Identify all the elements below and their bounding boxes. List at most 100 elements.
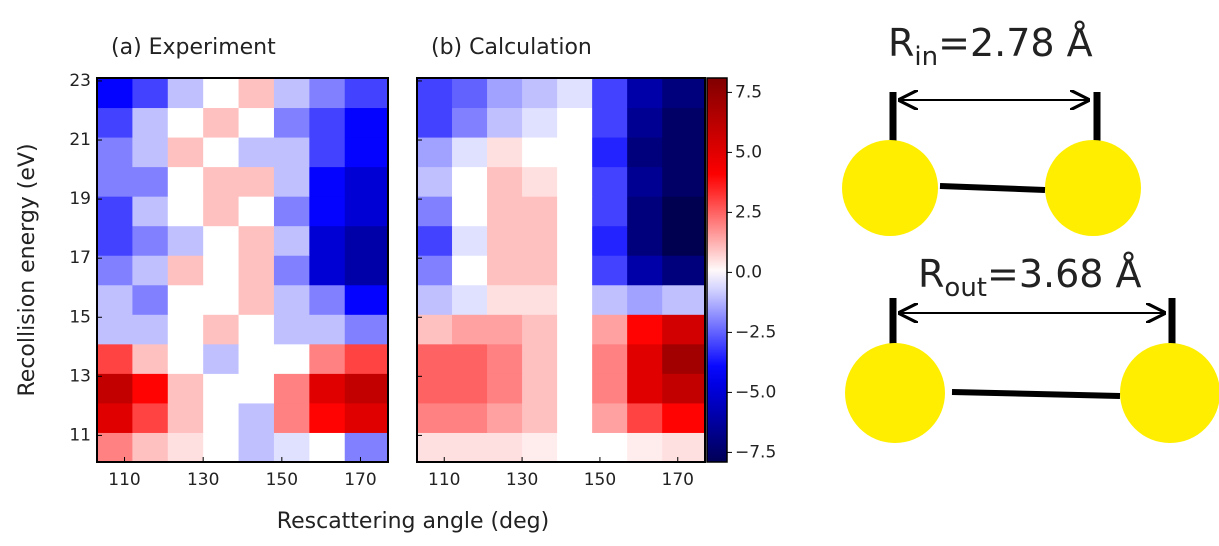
x-tick-label: 170 bbox=[662, 470, 694, 490]
heat-cell bbox=[309, 225, 346, 256]
heat-cell bbox=[487, 255, 523, 286]
heat-cell bbox=[132, 284, 169, 315]
heat-cell bbox=[452, 402, 488, 433]
heat-cell bbox=[452, 166, 488, 197]
heat-cell bbox=[662, 343, 706, 374]
heat-cell bbox=[203, 107, 240, 138]
heat-cell bbox=[344, 255, 389, 286]
heat-cell bbox=[132, 225, 169, 256]
heat-cell bbox=[309, 78, 346, 109]
heat-cell bbox=[344, 373, 389, 404]
heat-cell bbox=[203, 225, 240, 256]
heat-cell bbox=[662, 196, 706, 227]
heat-cell bbox=[344, 225, 389, 256]
atom bbox=[845, 343, 945, 443]
heat-cell bbox=[522, 314, 558, 345]
heat-cell bbox=[238, 402, 275, 433]
heat-cell bbox=[309, 373, 346, 404]
heat-cell bbox=[592, 373, 628, 404]
heat-cell bbox=[273, 373, 310, 404]
colorbar-tick-label: 5.0 bbox=[735, 142, 762, 162]
heat-cell bbox=[97, 284, 133, 315]
panel-title: (a) Experiment bbox=[111, 35, 276, 60]
heat-cell bbox=[238, 255, 275, 286]
heat-cell bbox=[167, 373, 204, 404]
heat-cell bbox=[452, 255, 488, 286]
heat-cell bbox=[97, 166, 133, 197]
heat-cell bbox=[662, 284, 706, 315]
atom bbox=[842, 140, 938, 236]
heat-cell bbox=[132, 373, 169, 404]
heat-cell bbox=[452, 78, 488, 109]
heat-cell bbox=[344, 78, 389, 109]
colorbar-tick-label: −7.5 bbox=[735, 442, 776, 462]
y-tick-label: 23 bbox=[69, 71, 91, 91]
heat-cell bbox=[344, 137, 389, 168]
heat-cell bbox=[417, 314, 453, 345]
heat-cell bbox=[132, 166, 169, 197]
heat-cell bbox=[627, 343, 663, 374]
y-tick-label: 15 bbox=[69, 307, 91, 327]
heat-cell bbox=[309, 343, 346, 374]
heat-cell bbox=[273, 255, 310, 286]
x-tick-label: 130 bbox=[506, 470, 538, 490]
heat-cell bbox=[487, 78, 523, 109]
heat-cell bbox=[132, 314, 169, 345]
heat-cell bbox=[309, 314, 346, 345]
heat-cell bbox=[557, 343, 593, 374]
heat-cell bbox=[487, 373, 523, 404]
heat-cell bbox=[522, 137, 558, 168]
colorbar-tick-label: 7.5 bbox=[735, 82, 762, 102]
heat-cell bbox=[417, 373, 453, 404]
x-axis-label: Rescattering angle (deg) bbox=[277, 509, 549, 534]
heat-cell bbox=[662, 107, 706, 138]
x-tick-label: 110 bbox=[428, 470, 460, 490]
heat-cell bbox=[132, 107, 169, 138]
colorbar-tick-label: −5.0 bbox=[735, 382, 776, 402]
heat-cell bbox=[238, 166, 275, 197]
r-main: R bbox=[888, 21, 914, 65]
y-tick-label: 17 bbox=[69, 248, 91, 268]
heat-cell bbox=[452, 284, 488, 315]
heat-cell bbox=[238, 343, 275, 374]
heat-cell bbox=[344, 284, 389, 315]
heat-cell bbox=[344, 343, 389, 374]
heat-cell bbox=[203, 255, 240, 286]
heat-cell bbox=[203, 343, 240, 374]
heat-cell bbox=[627, 284, 663, 315]
heat-cell bbox=[627, 196, 663, 227]
colorbar-tick-label: −2.5 bbox=[735, 322, 776, 342]
heat-cell bbox=[487, 196, 523, 227]
heat-cell bbox=[662, 402, 706, 433]
heat-cell bbox=[417, 432, 453, 463]
heat-cell bbox=[627, 225, 663, 256]
heat-cell bbox=[132, 402, 169, 433]
heat-cell bbox=[97, 196, 133, 227]
r-sub: in bbox=[914, 42, 938, 72]
r-out-label: Rout=3.68 Å bbox=[918, 252, 1142, 303]
heat-cell bbox=[522, 343, 558, 374]
heat-cell bbox=[344, 402, 389, 433]
heat-cell bbox=[452, 137, 488, 168]
x-tick-label: 170 bbox=[344, 470, 376, 490]
heat-cell bbox=[627, 78, 663, 109]
heat-cell bbox=[273, 314, 310, 345]
heat-cell bbox=[309, 107, 346, 138]
heat-cell bbox=[452, 107, 488, 138]
heat-cell bbox=[97, 314, 133, 345]
heat-cell bbox=[417, 107, 453, 138]
heat-cell bbox=[203, 166, 240, 197]
heat-cell bbox=[487, 432, 523, 463]
heat-cell bbox=[592, 314, 628, 345]
heat-cell bbox=[522, 196, 558, 227]
heat-cell bbox=[592, 196, 628, 227]
heat-cell bbox=[273, 284, 310, 315]
heat-cell bbox=[522, 432, 558, 463]
heat-cell bbox=[203, 78, 240, 109]
heat-cell bbox=[417, 166, 453, 197]
heat-cell bbox=[273, 166, 310, 197]
colorbar-tick-label: 2.5 bbox=[735, 202, 762, 222]
heat-cell bbox=[238, 284, 275, 315]
